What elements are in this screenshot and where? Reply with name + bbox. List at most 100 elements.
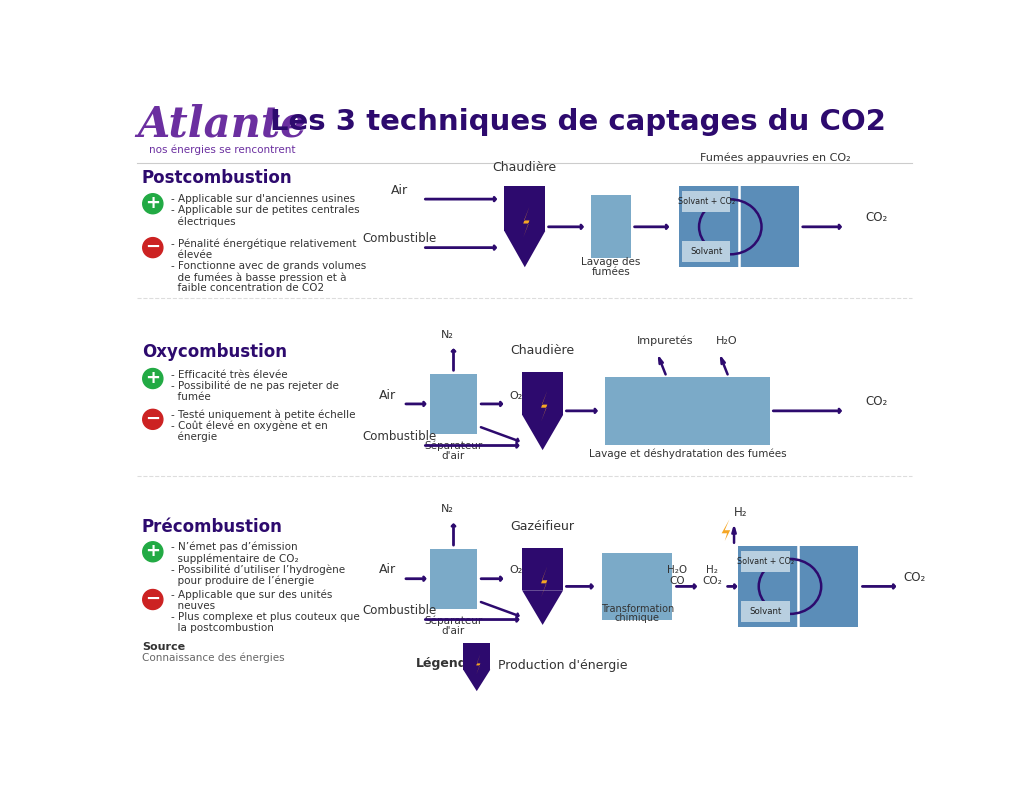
Circle shape xyxy=(142,369,163,389)
Text: nos énergies se rencontrent: nos énergies se rencontrent xyxy=(150,144,296,155)
Text: N₂: N₂ xyxy=(441,504,454,515)
Text: Chaudière: Chaudière xyxy=(493,161,557,174)
Text: H₂: H₂ xyxy=(707,565,718,575)
Text: Impuretés: Impuretés xyxy=(637,335,693,346)
Circle shape xyxy=(142,238,163,258)
Text: fumées: fumées xyxy=(592,266,630,277)
Text: Transformation: Transformation xyxy=(600,603,674,614)
Text: - Possibilité d’utiliser l’hydrogène: - Possibilité d’utiliser l’hydrogène xyxy=(171,565,345,575)
Text: Solvant: Solvant xyxy=(750,607,782,616)
Text: Gazéifieur: Gazéifieur xyxy=(511,520,574,533)
Text: H₂O: H₂O xyxy=(667,565,687,575)
Text: Lavage des: Lavage des xyxy=(582,258,641,267)
Circle shape xyxy=(142,542,163,561)
Polygon shape xyxy=(541,391,547,422)
Text: O₂: O₂ xyxy=(509,390,522,400)
Text: - Efficacité très élevée: - Efficacité très élevée xyxy=(171,370,288,380)
Text: CO₂: CO₂ xyxy=(702,576,722,586)
Polygon shape xyxy=(541,566,547,597)
Text: Connaissance des énergies: Connaissance des énergies xyxy=(142,653,285,663)
Circle shape xyxy=(142,409,163,429)
Text: supplémentaire de CO₂: supplémentaire de CO₂ xyxy=(171,553,298,564)
Text: Légende: Légende xyxy=(417,657,476,670)
Text: −: − xyxy=(145,409,161,427)
Text: Air: Air xyxy=(379,563,396,577)
Circle shape xyxy=(142,193,163,214)
Polygon shape xyxy=(522,415,563,450)
Bar xyxy=(504,186,546,231)
Text: +: + xyxy=(145,369,161,387)
Text: Fumées appauvries en CO₂: Fumées appauvries en CO₂ xyxy=(699,153,851,163)
Text: élevée: élevée xyxy=(171,250,212,260)
Text: −: − xyxy=(145,238,161,256)
Text: Air: Air xyxy=(391,184,408,197)
Text: Solvant + CO₂: Solvant + CO₂ xyxy=(737,557,795,566)
Polygon shape xyxy=(523,206,529,237)
Text: Solvant: Solvant xyxy=(690,247,722,256)
Text: Oxycombustion: Oxycombustion xyxy=(142,343,287,361)
FancyBboxPatch shape xyxy=(682,191,730,213)
Text: +: + xyxy=(145,194,161,212)
Text: fumée: fumée xyxy=(171,392,210,402)
Polygon shape xyxy=(504,231,546,267)
Text: H₂: H₂ xyxy=(733,506,746,519)
Text: −: − xyxy=(145,590,161,607)
Text: de fumées à basse pression et à: de fumées à basse pression et à xyxy=(171,272,346,282)
Text: CO₂: CO₂ xyxy=(903,571,926,584)
Bar xyxy=(463,643,490,669)
FancyBboxPatch shape xyxy=(430,549,477,609)
FancyBboxPatch shape xyxy=(738,546,858,626)
Text: chimique: chimique xyxy=(614,613,659,623)
FancyBboxPatch shape xyxy=(741,551,791,572)
Text: - N’émet pas d’émission: - N’émet pas d’émission xyxy=(171,542,297,553)
Text: Combustible: Combustible xyxy=(362,232,436,245)
Text: - Applicable sur de petites centrales: - Applicable sur de petites centrales xyxy=(171,205,359,215)
Text: Air: Air xyxy=(379,389,396,401)
Bar xyxy=(522,372,563,415)
FancyBboxPatch shape xyxy=(682,241,730,262)
Text: Précombustion: Précombustion xyxy=(142,518,283,536)
Text: Atlante: Atlante xyxy=(138,103,307,145)
Text: H₂O: H₂O xyxy=(716,336,737,346)
Text: Chaudière: Chaudière xyxy=(511,344,574,357)
Text: - Testé uniquement à petite échelle: - Testé uniquement à petite échelle xyxy=(171,409,355,420)
FancyBboxPatch shape xyxy=(679,186,799,267)
FancyBboxPatch shape xyxy=(430,374,477,434)
Text: - Plus complexe et plus couteux que: - Plus complexe et plus couteux que xyxy=(171,612,359,623)
Text: N₂: N₂ xyxy=(441,330,454,339)
Text: pour produire de l’énergie: pour produire de l’énergie xyxy=(171,576,313,586)
Text: faible concentration de CO2: faible concentration de CO2 xyxy=(171,283,324,293)
FancyBboxPatch shape xyxy=(591,195,631,259)
Text: Postcombustion: Postcombustion xyxy=(142,170,293,187)
Text: CO₂: CO₂ xyxy=(866,212,888,224)
FancyBboxPatch shape xyxy=(605,377,770,445)
Polygon shape xyxy=(722,519,730,541)
Text: +: + xyxy=(145,542,161,560)
Text: Séparateur: Séparateur xyxy=(424,441,482,451)
Text: Séparateur: Séparateur xyxy=(424,615,482,626)
Text: O₂: O₂ xyxy=(509,565,522,576)
Text: Production d'énergie: Production d'énergie xyxy=(499,659,628,672)
Text: Les 3 techniques de captages du CO2: Les 3 techniques de captages du CO2 xyxy=(269,108,886,136)
Text: - Applicable que sur des unités: - Applicable que sur des unités xyxy=(171,590,332,600)
Bar xyxy=(522,548,563,590)
Text: énergie: énergie xyxy=(171,432,217,442)
Polygon shape xyxy=(476,654,480,675)
Text: Lavage et déshydratation des fumées: Lavage et déshydratation des fumées xyxy=(589,449,786,459)
Text: Solvant + CO₂: Solvant + CO₂ xyxy=(678,197,734,206)
Text: électriques: électriques xyxy=(171,216,236,227)
Text: - Possibilité de ne pas rejeter de: - Possibilité de ne pas rejeter de xyxy=(171,381,339,391)
Text: la postcombustion: la postcombustion xyxy=(171,623,273,634)
Circle shape xyxy=(142,589,163,610)
Polygon shape xyxy=(463,669,490,691)
Text: neuves: neuves xyxy=(171,601,215,611)
Text: Combustible: Combustible xyxy=(362,430,436,443)
Text: - Pénalité énergétique relativement: - Pénalité énergétique relativement xyxy=(171,239,356,249)
FancyBboxPatch shape xyxy=(602,553,672,620)
FancyBboxPatch shape xyxy=(741,601,791,622)
Text: d'air: d'air xyxy=(442,451,465,462)
Text: d'air: d'air xyxy=(442,626,465,636)
Text: - Applicable sur d'anciennes usines: - Applicable sur d'anciennes usines xyxy=(171,194,354,204)
Polygon shape xyxy=(522,590,563,625)
Text: Combustible: Combustible xyxy=(362,604,436,617)
